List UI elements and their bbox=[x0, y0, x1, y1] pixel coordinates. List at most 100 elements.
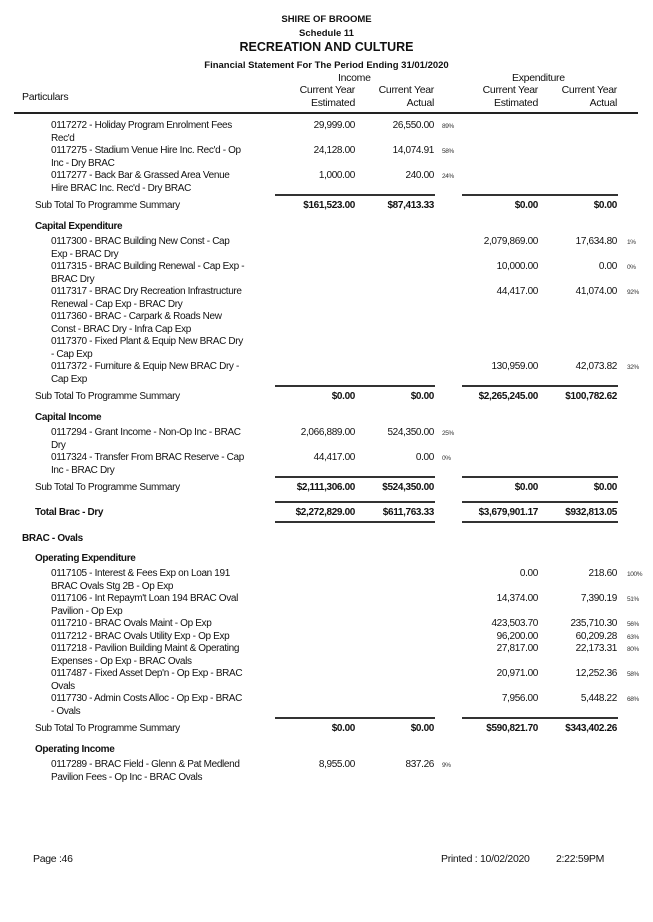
row-description: 0117370 - Fixed Plant & Equip New BRAC D… bbox=[51, 336, 243, 360]
group-heading: Capital Income bbox=[0, 412, 653, 425]
expenditure-actual-value: 235,710.30 bbox=[570, 618, 617, 629]
expenditure-actual-value: 60,209.28 bbox=[575, 630, 618, 642]
total-row: Total Brac - Dry $2,272,829.00 $611,763.33… bbox=[0, 500, 653, 523]
expenditure-estimated-value: 0.00 bbox=[519, 568, 538, 579]
page-title: RECREATION AND CULTURE bbox=[239, 40, 414, 54]
expenditure-actual-value: 218.60 bbox=[588, 568, 618, 579]
col-label: Estimated bbox=[494, 97, 538, 109]
expenditure-percent: 100% bbox=[627, 571, 643, 578]
row-description: 0117372 - Furniture & Equip New BRAC Dry… bbox=[51, 361, 239, 385]
expenditure-actual-header: Current Year Actual bbox=[527, 84, 618, 110]
row-description: Sub Total To Programme Summary bbox=[35, 482, 180, 493]
income-estimated-header: Current Year Estimated bbox=[265, 84, 356, 110]
income-estimated-value: 24,128.00 bbox=[313, 145, 356, 156]
expenditure-percent: 68% bbox=[627, 696, 639, 703]
income-actual-value: 837.26 bbox=[405, 759, 435, 770]
col-label: Estimated bbox=[311, 97, 355, 109]
page-subtitle: Financial Statement For The Period Endin… bbox=[204, 60, 449, 71]
income-total-underline bbox=[275, 520, 435, 523]
schedule-label: Schedule 11 bbox=[299, 28, 354, 39]
row-description: Capital Expenditure bbox=[35, 220, 123, 232]
expenditure-percent: 92% bbox=[627, 289, 639, 296]
expenditure-estimated-value: 10,000.00 bbox=[496, 261, 539, 272]
expenditure-estimated-value: 14,374.00 bbox=[496, 593, 539, 604]
row-description: 0117487 - Fixed Asset Dep'n - Op Exp - B… bbox=[51, 668, 243, 692]
expenditure-total-rule bbox=[462, 385, 618, 387]
expenditure-estimated-value: $590,821.70 bbox=[486, 723, 538, 734]
expenditure-percent: 80% bbox=[627, 646, 639, 653]
line-item-row: 0117105 - Interest & Fees Exp on Loan 19… bbox=[0, 568, 653, 593]
expenditure-actual-value: 22,173.31 bbox=[575, 643, 618, 654]
income-estimated-value: 29,999.00 bbox=[313, 120, 356, 131]
expenditure-percent: 56% bbox=[627, 621, 639, 628]
income-total-rule bbox=[275, 500, 435, 503]
group-heading: Capital Expenditure bbox=[0, 221, 653, 234]
row-description: 0117218 - Pavilion Building Maint & Oper… bbox=[51, 643, 240, 667]
line-item-row: 0117218 - Pavilion Building Maint & Oper… bbox=[0, 643, 653, 668]
expenditure-total-underline bbox=[462, 520, 618, 523]
expenditure-percent: 58% bbox=[627, 671, 639, 678]
income-estimated-value: 44,417.00 bbox=[313, 452, 356, 463]
expenditure-percent: 63% bbox=[627, 633, 639, 641]
expenditure-actual-value: 42,073.82 bbox=[575, 361, 618, 372]
expenditure-actual-value: $932,813.05 bbox=[565, 506, 617, 518]
section-heading: BRAC - Ovals bbox=[0, 533, 653, 546]
col-label: Current Year bbox=[299, 84, 356, 96]
subtotal-row: Sub Total To Programme Summary $0.00 $0.00… bbox=[0, 717, 653, 736]
row-description: BRAC - Ovals bbox=[22, 533, 83, 544]
expenditure-estimated-value: 2,079,869.00 bbox=[483, 236, 539, 247]
income-percent: 89% bbox=[442, 123, 454, 130]
line-item-row: 0117315 - BRAC Building Renewal - Cap Ex… bbox=[0, 261, 653, 286]
income-actual-value: 14,074.91 bbox=[392, 145, 435, 156]
income-total-rule bbox=[275, 385, 435, 387]
line-item-row: 0117730 - Admin Costs Alloc - Op Exp - B… bbox=[0, 693, 653, 718]
expenditure-actual-value: 41,074.00 bbox=[575, 286, 618, 297]
row-description: Sub Total To Programme Summary bbox=[35, 200, 180, 211]
expenditure-estimated-value: $0.00 bbox=[514, 200, 539, 211]
income-actual-value: 524,350.00 bbox=[387, 427, 434, 438]
row-description: 0117317 - BRAC Dry Recreation Infrastruc… bbox=[51, 286, 242, 310]
expenditure-estimated-value: 44,417.00 bbox=[496, 286, 539, 297]
expenditure-estimated-value: 27,817.00 bbox=[496, 643, 539, 654]
printed-time: 2:22:59PM bbox=[556, 853, 605, 865]
income-actual-value: 240.00 bbox=[405, 170, 435, 181]
income-actual-value: $87,413.33 bbox=[387, 200, 434, 211]
page-number: Page :46 bbox=[33, 853, 73, 865]
row-description: 0117324 - Transfer From BRAC Reserve - C… bbox=[51, 452, 244, 476]
income-actual-value: 26,550.00 bbox=[392, 120, 435, 131]
subtotal-row: Sub Total To Programme Summary $2,111,306… bbox=[0, 476, 653, 495]
expenditure-estimated-value: $2,265,245.00 bbox=[478, 391, 539, 402]
expenditure-estimated-value: 130,959.00 bbox=[491, 361, 538, 372]
col-label: Current Year bbox=[482, 84, 539, 96]
expenditure-estimated-value: $0.00 bbox=[514, 482, 539, 493]
expenditure-percent: 51% bbox=[627, 596, 639, 603]
expenditure-estimated-value: $3,679,901.17 bbox=[478, 506, 539, 518]
income-actual-value: $0.00 bbox=[410, 723, 435, 734]
expenditure-estimated-value: 423,503.70 bbox=[491, 618, 538, 629]
row-description: 0117105 - Interest & Fees Exp on Loan 19… bbox=[51, 568, 230, 592]
header-divider bbox=[14, 112, 638, 114]
row-description: 0117275 - Stadium Venue Hire Inc. Rec'd … bbox=[51, 145, 241, 169]
income-estimated-value: 8,955.00 bbox=[318, 759, 355, 770]
row-description: Operating Expenditure bbox=[35, 552, 136, 564]
line-item-row: 0117360 - BRAC - Carpark & Roads New Con… bbox=[0, 311, 653, 336]
expenditure-total-rule bbox=[462, 500, 618, 503]
expenditure-estimated-value: 20,971.00 bbox=[496, 668, 539, 679]
col-label: Actual bbox=[406, 97, 435, 109]
expenditure-actual-value: 5,448.22 bbox=[580, 693, 617, 704]
income-percent: 58% bbox=[442, 148, 454, 155]
income-actual-value: $524,350.00 bbox=[382, 482, 434, 493]
line-item-row: 0117289 - BRAC Field - Glenn & Pat Medle… bbox=[0, 759, 653, 784]
income-estimated-value: $2,272,829.00 bbox=[295, 506, 356, 518]
row-description: Capital Income bbox=[35, 411, 102, 423]
income-percent: 0% bbox=[442, 455, 451, 462]
row-description: 0117272 - Holiday Program Enrolment Fees… bbox=[51, 120, 232, 144]
col-label: Current Year bbox=[561, 84, 618, 96]
expenditure-total-rule bbox=[462, 476, 618, 478]
income-percent: 9% bbox=[442, 762, 451, 769]
expenditure-percent: 0% bbox=[627, 264, 636, 271]
expenditure-actual-value: $100,782.62 bbox=[565, 391, 617, 402]
income-estimated-value: 1,000.00 bbox=[318, 170, 355, 181]
line-item-row: 0117487 - Fixed Asset Dep'n - Op Exp - B… bbox=[0, 668, 653, 693]
income-estimated-value: $2,111,306.00 bbox=[296, 482, 356, 493]
